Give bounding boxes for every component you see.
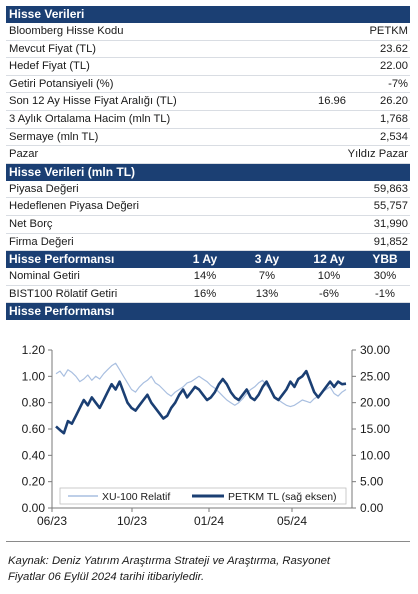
y-right-tick-label: 0.00: [360, 501, 384, 515]
row-value: 91,852: [373, 235, 408, 248]
stock-data-row: Pazar Yıldız Pazar: [6, 146, 410, 164]
performance-chart: 0.00 0.20 0.40 0.60 0.80 1.00 1.20 0.00 5.00 10.0…: [6, 336, 410, 534]
y-right-tick-label: 5.00: [360, 475, 384, 489]
x-tick-label: 01/24: [194, 514, 224, 528]
row-label: Nominal Getiri: [9, 270, 80, 283]
row-value: PETKM: [369, 25, 408, 37]
row-label: 3 Aylık Ortalama Hacim (mln TL): [9, 112, 171, 125]
stock-data-table: Bloomberg Hisse Kodu PETKM Mevcut Fiyat (T…: [6, 23, 410, 164]
performance-chart-svg: 0.00 0.20 0.40 0.60 0.80 1.00 1.20 0.00 5.00 10.0…: [22, 343, 391, 528]
footer-divider: [6, 541, 410, 542]
legend-label-petkm: PETKM TL (sağ eksen): [228, 491, 337, 503]
stock-data-panel: Hisse Verileri Bloomberg Hisse Kodu PETKM…: [6, 6, 410, 321]
section-header-performance: Hisse Performansı 1 Ay 3 Ay 12 Ay YBB: [6, 251, 410, 269]
y-right-tick-label: 20.00: [360, 396, 390, 410]
row-value: 1,768: [380, 112, 408, 125]
row-value: 59,863: [373, 182, 408, 195]
x-tick-label: 10/23: [117, 514, 147, 528]
series-petkm-line: [55, 369, 347, 435]
source-line-2: Fiyatlar 06 Eylül 2024 tarihi itibariyle…: [8, 571, 205, 583]
stock-data-row: 3 Aylık Ortalama Hacim (mln TL) 1,768: [6, 111, 410, 129]
row-label: Net Borç: [9, 217, 53, 230]
row-label: Sermaye (mln TL): [9, 130, 99, 143]
source-note: Kaynak: Deniz Yatırım Araştırma Strateji…: [8, 553, 408, 585]
series-xu100-relative-line: [55, 362, 347, 408]
market-value-row: Hedeflenen Piyasa Değeri 55,757: [6, 198, 410, 216]
stock-data-row: Getiri Potansiyeli (%) -7%: [6, 76, 410, 94]
x-tick-label: 05/24: [277, 514, 307, 528]
row-label: BIST100 Rölatif Getiri: [9, 287, 118, 300]
row-value: 22.00: [380, 60, 408, 73]
market-value-row: Piyasa Değeri 59,863: [6, 181, 410, 199]
y-left-tick-label: 0.40: [22, 448, 46, 462]
performance-cell: 16%: [193, 287, 217, 300]
y-right-tick-label: 15.00: [360, 422, 390, 436]
y-right-tick-label: 10.00: [360, 448, 390, 462]
market-value-row: Firma Değeri 91,852: [6, 234, 410, 252]
performance-cell: -6%: [319, 287, 339, 300]
y-left-tick-label: 1.20: [22, 343, 46, 357]
row-label: Mevcut Fiyat (TL): [9, 42, 97, 55]
y-left-tick-label: 0.80: [22, 396, 46, 410]
col-header-1m: 1 Ay: [192, 252, 218, 267]
performance-row: BIST100 Rölatif Getiri 16% 13% -6% -1%: [6, 286, 410, 304]
stock-data-row: Sermaye (mln TL) 2,534: [6, 129, 410, 147]
col-header-12m: 12 Ay: [313, 252, 345, 267]
stock-data-row: Bloomberg Hisse Kodu PETKM: [6, 23, 410, 41]
performance-cell: -1%: [375, 287, 395, 300]
y-right-tick-label: 30.00: [360, 343, 390, 357]
stock-data-row: Son 12 Ay Hisse Fiyat Aralığı (TL) 16.96 2…: [6, 93, 410, 111]
performance-cell: 13%: [255, 287, 279, 300]
market-value-row: Net Borç 31,990: [6, 216, 410, 234]
row-label: Pazar: [9, 148, 39, 161]
legend-label-xu100: XU-100 Relatif: [102, 491, 170, 503]
row-low-value: 16.96: [318, 95, 346, 108]
performance-row: Nominal Getiri 14% 7% 10% 30%: [6, 268, 410, 286]
x-tick-label: 06/23: [37, 514, 67, 528]
stock-data-row: Mevcut Fiyat (TL) 23.62: [6, 41, 410, 59]
section-header-stock-data: Hisse Verileri: [6, 6, 410, 23]
stock-data-row: Hedef Fiyat (TL) 22.00: [6, 58, 410, 76]
col-header-3m: 3 Ay: [254, 252, 280, 267]
row-value: 55,757: [373, 200, 408, 213]
row-value: 26.20: [380, 95, 408, 108]
performance-cell: 14%: [193, 270, 217, 283]
y-left-tick-label: 0.20: [22, 475, 46, 489]
row-value: 2,534: [380, 130, 408, 143]
performance-table: Nominal Getiri 14% 7% 10% 30% BIST100 Rölatif…: [6, 268, 410, 304]
y-right-tick-label: 25.00: [360, 369, 390, 383]
row-label: Hedeflenen Piyasa Değeri: [9, 200, 139, 213]
performance-cell: 30%: [373, 270, 397, 283]
source-line-1: Kaynak: Deniz Yatırım Araştırma Strateji…: [8, 555, 331, 567]
row-value: 31,990: [373, 217, 408, 230]
y-left-tick-label: 0.00: [22, 501, 46, 515]
row-label: Piyasa Değeri: [9, 182, 79, 195]
market-value-table: Piyasa Değeri 59,863 Hedeflenen Piyasa Değ…: [6, 181, 410, 252]
y-left-tick-label: 0.60: [22, 422, 46, 436]
col-header-ytd: YBB: [372, 252, 398, 267]
row-value: Yıldız Pazar: [347, 148, 408, 161]
section-header-performance-chart: Hisse Performansı: [6, 303, 410, 321]
row-value: -7%: [388, 77, 408, 90]
row-label: Getiri Potansiyeli (%): [9, 77, 114, 90]
section-header-stock-data-mln: Hisse Verileri (mln TL): [6, 163, 410, 181]
row-value: 23.62: [380, 42, 408, 55]
row-label: Bloomberg Hisse Kodu: [9, 25, 124, 37]
performance-cell: 7%: [258, 270, 276, 283]
row-label: Hedef Fiyat (TL): [9, 60, 90, 73]
row-label: Firma Değeri: [9, 235, 74, 248]
performance-cell: 10%: [317, 270, 341, 283]
y-left-tick-label: 1.00: [22, 369, 46, 383]
row-label: Son 12 Ay Hisse Fiyat Aralığı (TL): [9, 95, 177, 108]
